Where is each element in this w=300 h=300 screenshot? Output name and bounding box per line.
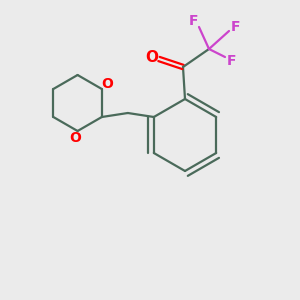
Text: O: O: [146, 50, 158, 65]
Text: F: F: [227, 54, 237, 68]
Text: O: O: [101, 77, 113, 91]
Text: O: O: [70, 131, 82, 145]
Text: F: F: [231, 20, 241, 34]
Text: F: F: [189, 14, 199, 28]
